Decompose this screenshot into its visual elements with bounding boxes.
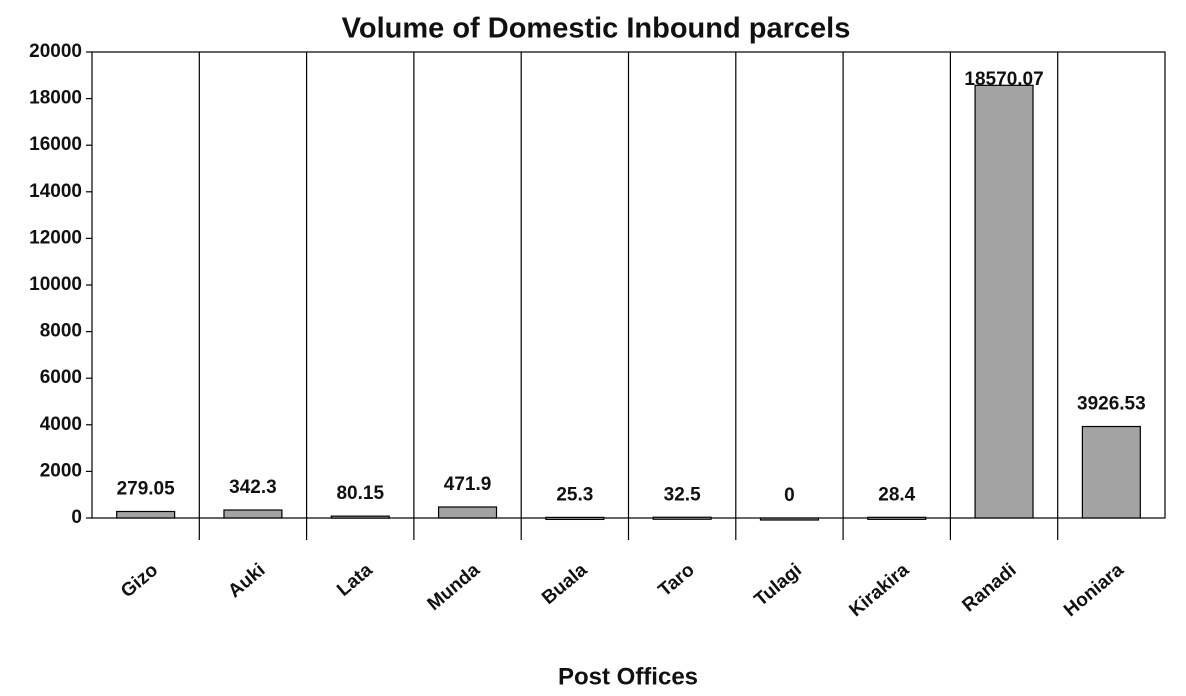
x-tick-label: Taro <box>655 560 699 602</box>
data-label: 279.05 <box>117 479 176 500</box>
bar <box>759 517 820 521</box>
x-tick-label: Tulagi <box>751 560 806 611</box>
data-label: 0 <box>784 485 795 506</box>
x-tick-label: Gizo <box>117 560 162 603</box>
data-label: 32.5 <box>664 484 701 505</box>
y-tick-label: 8000 <box>40 321 82 342</box>
x-tick-label: Lata <box>333 559 377 600</box>
bar <box>867 516 927 520</box>
x-tick-label: Kirakira <box>845 559 913 621</box>
data-label: 471.9 <box>444 474 492 495</box>
x-tick-label: Munda <box>424 559 485 615</box>
x-axis-title: Post Offices <box>558 663 698 690</box>
bar <box>1081 425 1141 519</box>
y-tick-label: 2000 <box>40 460 82 481</box>
x-tick-label: Ranadi <box>958 560 1020 617</box>
bar <box>437 506 498 519</box>
y-tick-label: 6000 <box>40 367 82 388</box>
y-tick-label: 14000 <box>29 181 82 202</box>
bar <box>116 510 176 519</box>
data-label: 3926.53 <box>1077 394 1146 415</box>
bar <box>223 509 283 519</box>
bar <box>545 516 605 521</box>
chart-title: Volume of Domestic Inbound parcels <box>342 13 851 45</box>
y-tick-label: 18000 <box>29 88 82 109</box>
y-tick-label: 10000 <box>29 274 82 295</box>
y-tick-label: 16000 <box>29 134 82 155</box>
data-label: 28.4 <box>878 484 915 505</box>
data-label: 342.3 <box>229 477 277 498</box>
bar <box>974 84 1034 519</box>
x-tick-label: Buala <box>538 559 591 609</box>
data-label: 80.15 <box>336 483 384 504</box>
data-label: 18570.07 <box>964 69 1043 90</box>
data-label: 25.3 <box>556 484 593 505</box>
y-tick-label: 12000 <box>29 227 82 248</box>
y-tick-label: 20000 <box>29 41 82 62</box>
bar <box>652 516 712 520</box>
y-tick-label: 0 <box>71 507 82 528</box>
bar <box>330 515 390 519</box>
x-tick-label: Honiara <box>1060 559 1128 621</box>
x-tick-label: Auki <box>224 560 269 603</box>
y-tick-label: 4000 <box>40 414 82 435</box>
